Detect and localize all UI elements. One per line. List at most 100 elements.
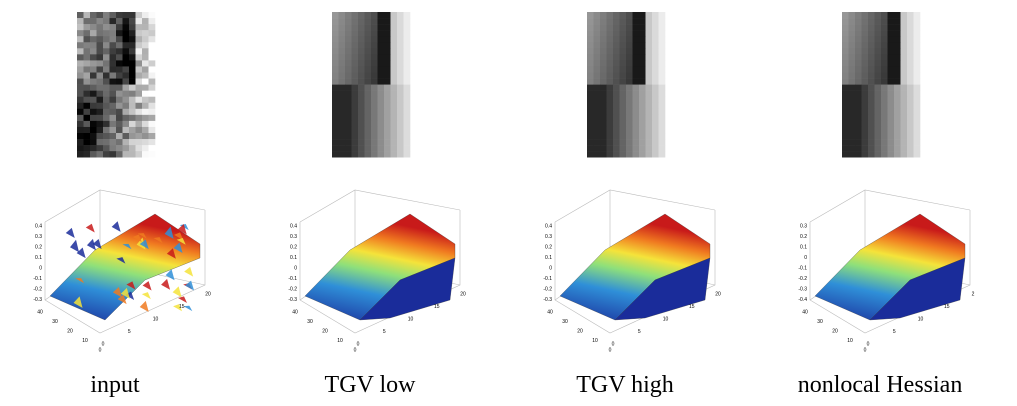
pixel — [658, 114, 666, 122]
pixel — [148, 18, 156, 25]
pixel — [358, 24, 365, 31]
pixel — [90, 18, 97, 25]
y-tick-label: 30 — [562, 319, 568, 325]
pixel — [129, 139, 136, 146]
axis-frame — [299, 189, 461, 223]
pixel — [632, 12, 640, 19]
surface-noise — [141, 292, 151, 300]
pixel — [77, 48, 84, 55]
surface-noise — [161, 278, 171, 290]
surface-noise — [176, 238, 186, 245]
pixel — [639, 114, 646, 122]
z-tick-label: 0.2 — [545, 244, 552, 250]
pixel — [148, 90, 156, 97]
pixel — [332, 102, 339, 110]
pixel — [645, 126, 653, 134]
pixel — [855, 133, 862, 140]
pixel — [96, 54, 104, 61]
pixel — [116, 126, 123, 134]
pixel — [887, 54, 895, 61]
pixel — [658, 90, 666, 97]
surface-noise — [178, 296, 188, 303]
pixel — [658, 139, 666, 146]
pixel — [842, 42, 849, 49]
pixel — [148, 60, 156, 67]
pixel — [874, 60, 882, 67]
pixel — [96, 90, 104, 97]
pixel — [122, 18, 130, 25]
pixel — [135, 12, 143, 19]
pixel — [345, 12, 352, 19]
pixel — [397, 36, 404, 43]
pixel — [332, 72, 339, 79]
pixel — [377, 48, 385, 55]
pixel — [842, 90, 849, 97]
pixel — [390, 133, 398, 140]
pixel — [148, 145, 156, 152]
pixel — [103, 84, 110, 91]
x-tick-label: 2 — [972, 291, 975, 297]
pixel — [626, 96, 633, 104]
surface-noise — [70, 239, 80, 253]
pixel — [397, 18, 404, 25]
pixel — [135, 84, 143, 91]
pixel — [351, 151, 359, 158]
pixel — [377, 84, 385, 91]
pixel — [332, 96, 339, 104]
pixel — [632, 18, 640, 25]
pixel — [887, 78, 895, 85]
pixel — [103, 96, 110, 104]
pixel — [351, 78, 359, 85]
pixel — [338, 12, 346, 19]
x-tick-label: 15 — [179, 304, 185, 310]
pixel — [135, 78, 143, 85]
pixel — [90, 90, 97, 97]
pixel — [874, 36, 882, 43]
pixel — [907, 12, 914, 19]
pixel — [345, 133, 352, 140]
pixel — [371, 84, 378, 91]
pixel — [613, 66, 620, 73]
pixel — [377, 133, 385, 140]
pixel — [142, 139, 149, 146]
pixel — [913, 139, 921, 146]
pixel — [135, 24, 143, 31]
pixel — [135, 133, 143, 140]
axis-frame — [44, 189, 206, 223]
pixel — [397, 12, 404, 19]
pixel — [658, 66, 666, 73]
pixel — [907, 108, 914, 116]
pixel — [403, 96, 411, 104]
pixel — [397, 126, 404, 134]
pixel — [913, 60, 921, 67]
pixel — [83, 126, 91, 134]
pixel — [606, 84, 614, 91]
pixel — [626, 102, 633, 110]
z-tick-label: 0.1 — [800, 244, 807, 250]
pixel — [142, 120, 149, 128]
pixel — [887, 126, 895, 134]
pixel — [652, 108, 659, 116]
pixel — [887, 66, 895, 73]
pixel — [913, 42, 921, 49]
pixel — [109, 102, 117, 110]
pixel — [861, 126, 869, 134]
pixel — [626, 139, 633, 146]
surface-noise — [164, 226, 174, 239]
pixel — [384, 151, 391, 158]
pixel — [90, 24, 97, 31]
pixel — [652, 151, 659, 158]
pixel — [881, 84, 888, 91]
surface-noise — [122, 243, 132, 250]
pixel — [148, 133, 156, 140]
pixel — [390, 151, 398, 158]
pixel — [345, 151, 352, 158]
pixel — [887, 139, 895, 146]
surface-noise — [73, 296, 83, 308]
pixel — [371, 72, 378, 79]
y-tick-label: 10 — [337, 338, 343, 344]
pixel — [371, 139, 378, 146]
pixel — [364, 126, 372, 134]
pixel — [109, 151, 117, 158]
pixel — [881, 48, 888, 55]
